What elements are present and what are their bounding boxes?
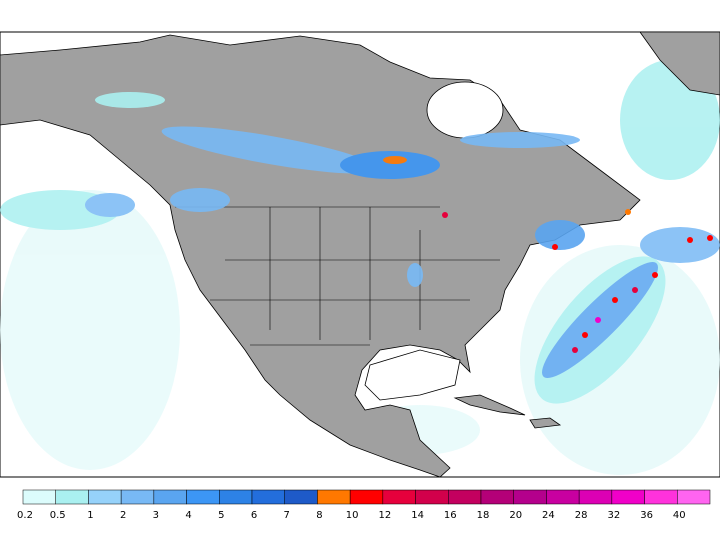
legend-swatch [317,489,351,505]
legend-label: 4 [185,510,191,521]
precip-area [407,263,423,287]
legend-label: 1 [87,510,93,521]
legend-swatch [513,489,547,505]
legend-label: 40 [673,510,686,521]
hispaniola [529,417,562,429]
legend-swatch [578,489,613,505]
legend-label: 24 [542,510,555,521]
legend-label: 10 [346,510,359,521]
precip-cell [625,209,631,215]
gulf-of-mexico [364,349,461,401]
legend-label: 6 [251,510,257,521]
hudson-bay [426,81,504,139]
legend-label: 7 [284,510,290,521]
legend-label: 5 [218,510,224,521]
precip-area [0,190,180,470]
precip-cell [552,244,558,250]
legend-label: 0.5 [50,510,66,521]
land-precip [95,92,585,287]
precip-area [85,193,135,217]
legend-swatch [251,489,285,505]
map [0,31,720,478]
legend-label: 16 [444,510,457,521]
legend-label: 32 [607,510,620,521]
precip-cell [572,347,578,353]
legend-swatch [186,489,220,505]
legend-label: 3 [153,510,159,521]
precip-area [170,188,230,212]
precip-cell [595,317,601,323]
legend-label: 14 [411,510,424,521]
precip-cell [687,237,693,243]
heavy-precip [442,209,713,353]
legend: 0.2 0.5 1 2 3 4 5 6 7 8 10 12 14 16 18 20 24 28 32 36 40 [17,489,711,521]
legend-swatch [88,489,122,505]
legend-label: 12 [378,510,391,521]
precip-area [383,156,407,164]
legend-swatch [55,489,89,505]
legend-swatch [415,489,449,505]
precip-cell [652,272,658,278]
precip-cell [707,235,713,241]
legend-swatch [644,489,678,505]
legend-swatch [677,489,711,505]
precip-area [535,220,585,250]
precip-area [95,92,165,108]
precip-cell [442,212,448,218]
legend-label: 36 [640,510,653,521]
precip-area [640,227,720,263]
legend-swatch [382,489,416,505]
legend-label: 0.2 [17,510,33,521]
legend-swatch [22,489,56,505]
greenland [639,31,720,96]
legend-label: 18 [477,510,490,521]
cuba [453,394,526,416]
legend-swatch [219,489,253,505]
legend-swatch [546,489,580,505]
legend-swatch [349,489,384,505]
precip-cell [612,297,618,303]
legend-swatch [448,489,482,505]
precip-area [460,132,580,148]
legend-swatch [284,489,318,505]
precip-area [340,151,440,179]
ocean-precip [0,60,720,475]
precip-cell [632,287,638,293]
legend-swatch [480,489,514,505]
precip-cell [582,332,588,338]
legend-label: 2 [120,510,126,521]
legend-label: 8 [316,510,322,521]
legend-swatch [153,489,187,505]
legend-swatch [120,489,155,505]
precip-area [161,126,379,174]
legend-swatch [611,489,645,505]
legend-label: 20 [509,510,522,521]
legend-label: 28 [575,510,588,521]
